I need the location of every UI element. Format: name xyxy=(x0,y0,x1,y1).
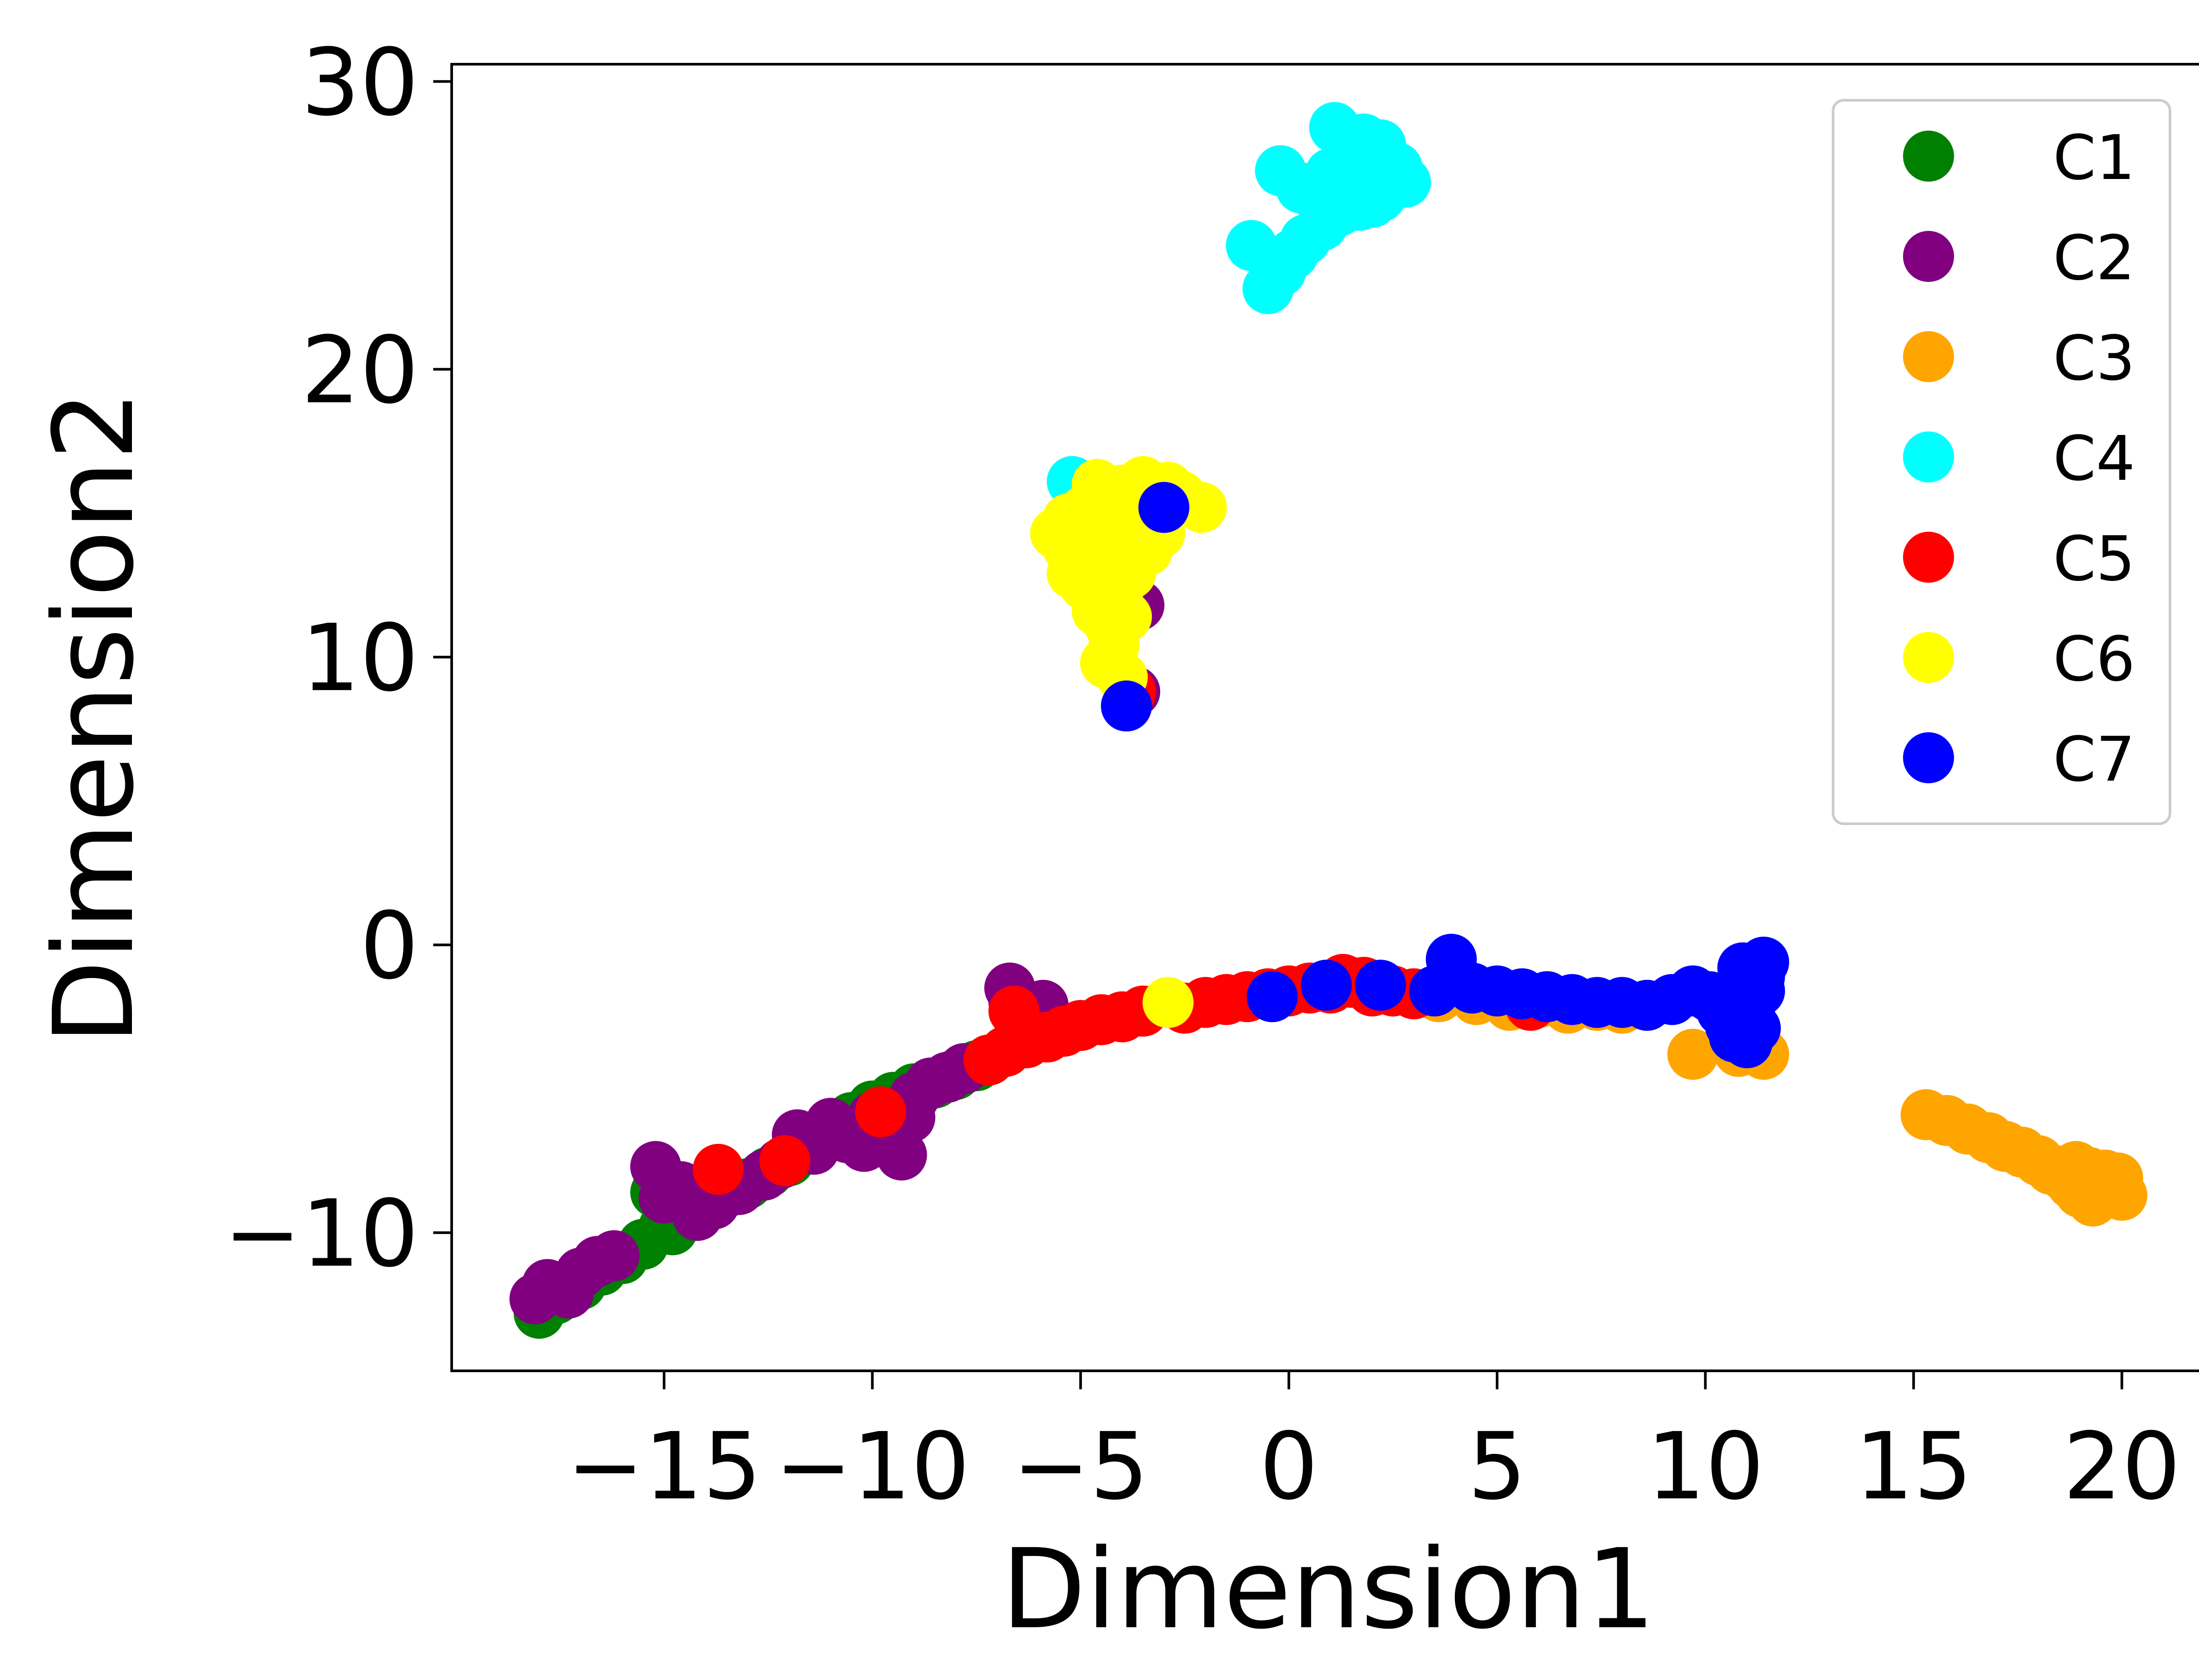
y-axis-label: Dimension2 xyxy=(30,391,158,1045)
x-tick-label: −5 xyxy=(1012,1413,1149,1520)
legend-label-c6: C6 xyxy=(2053,624,2135,695)
point-c2-5 xyxy=(588,1230,640,1282)
point-c5-1 xyxy=(759,1135,811,1187)
point-c6-29 xyxy=(1092,565,1144,617)
y-tick-label: 20 xyxy=(301,317,419,424)
point-c4-23 xyxy=(1300,174,1352,225)
x-axis-label: Dimension1 xyxy=(1001,1525,1656,1653)
y-axis-ticks: −10 0 10 20 30 xyxy=(224,29,452,1288)
legend-marker-c4 xyxy=(1903,431,1954,482)
legend-marker-c7 xyxy=(1903,732,1954,783)
legend: C1 C2 C3 C4 C5 C6 C7 xyxy=(1832,99,2171,825)
legend-label-c1: C1 xyxy=(2053,122,2135,194)
legend-marker-c3 xyxy=(1903,331,1954,382)
legend-label-c3: C3 xyxy=(2053,323,2135,394)
y-tick-label: −10 xyxy=(224,1180,419,1288)
point-c7-29 xyxy=(1721,1017,1773,1068)
legend-marker-c2 xyxy=(1903,231,1954,282)
point-c5-0 xyxy=(693,1143,744,1195)
x-tick-label: −15 xyxy=(566,1413,761,1520)
point-c3-7 xyxy=(1667,1029,1719,1080)
legend-marker-c1 xyxy=(1903,131,1954,182)
point-c3-28 xyxy=(2050,1141,2102,1192)
point-c7-0 xyxy=(1138,482,1190,533)
legend-label-c5: C5 xyxy=(2053,523,2135,595)
legend-marker-c5 xyxy=(1903,532,1954,583)
point-c4-24 xyxy=(1346,177,1398,228)
x-tick-label: 0 xyxy=(1260,1413,1319,1520)
point-c7-4 xyxy=(1355,960,1406,1011)
point-c7-2 xyxy=(1246,971,1298,1023)
x-tick-label: 10 xyxy=(1647,1413,1764,1520)
y-tick-label: 0 xyxy=(360,892,419,1000)
x-axis-ticks: −15 −10 −5 0 5 10 15 20 xyxy=(566,1371,2181,1520)
y-tick-label: 10 xyxy=(301,604,419,712)
point-c7-1 xyxy=(1101,680,1152,732)
x-tick-label: 5 xyxy=(1468,1413,1527,1520)
point-c6-8 xyxy=(1176,482,1227,533)
data-points xyxy=(509,102,2148,1339)
legend-marker-c6 xyxy=(1903,632,1954,683)
x-tick-label: 15 xyxy=(1855,1413,1972,1520)
point-c6-0 xyxy=(1142,977,1194,1028)
x-tick-label: −10 xyxy=(775,1413,970,1520)
y-tick-label: 30 xyxy=(301,29,419,136)
legend-label-c4: C4 xyxy=(2053,423,2135,495)
legend-label-c7: C7 xyxy=(2053,724,2135,796)
point-c7-3 xyxy=(1300,960,1352,1011)
plot-frame xyxy=(450,63,2199,1372)
legend-label-c2: C2 xyxy=(2053,223,2135,294)
x-tick-label: 20 xyxy=(2063,1413,2181,1520)
point-c5-2 xyxy=(855,1086,906,1137)
